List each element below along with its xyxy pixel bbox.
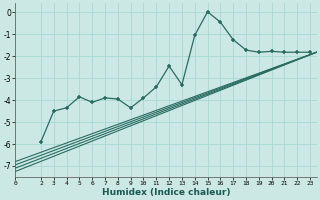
X-axis label: Humidex (Indice chaleur): Humidex (Indice chaleur) <box>102 188 230 197</box>
